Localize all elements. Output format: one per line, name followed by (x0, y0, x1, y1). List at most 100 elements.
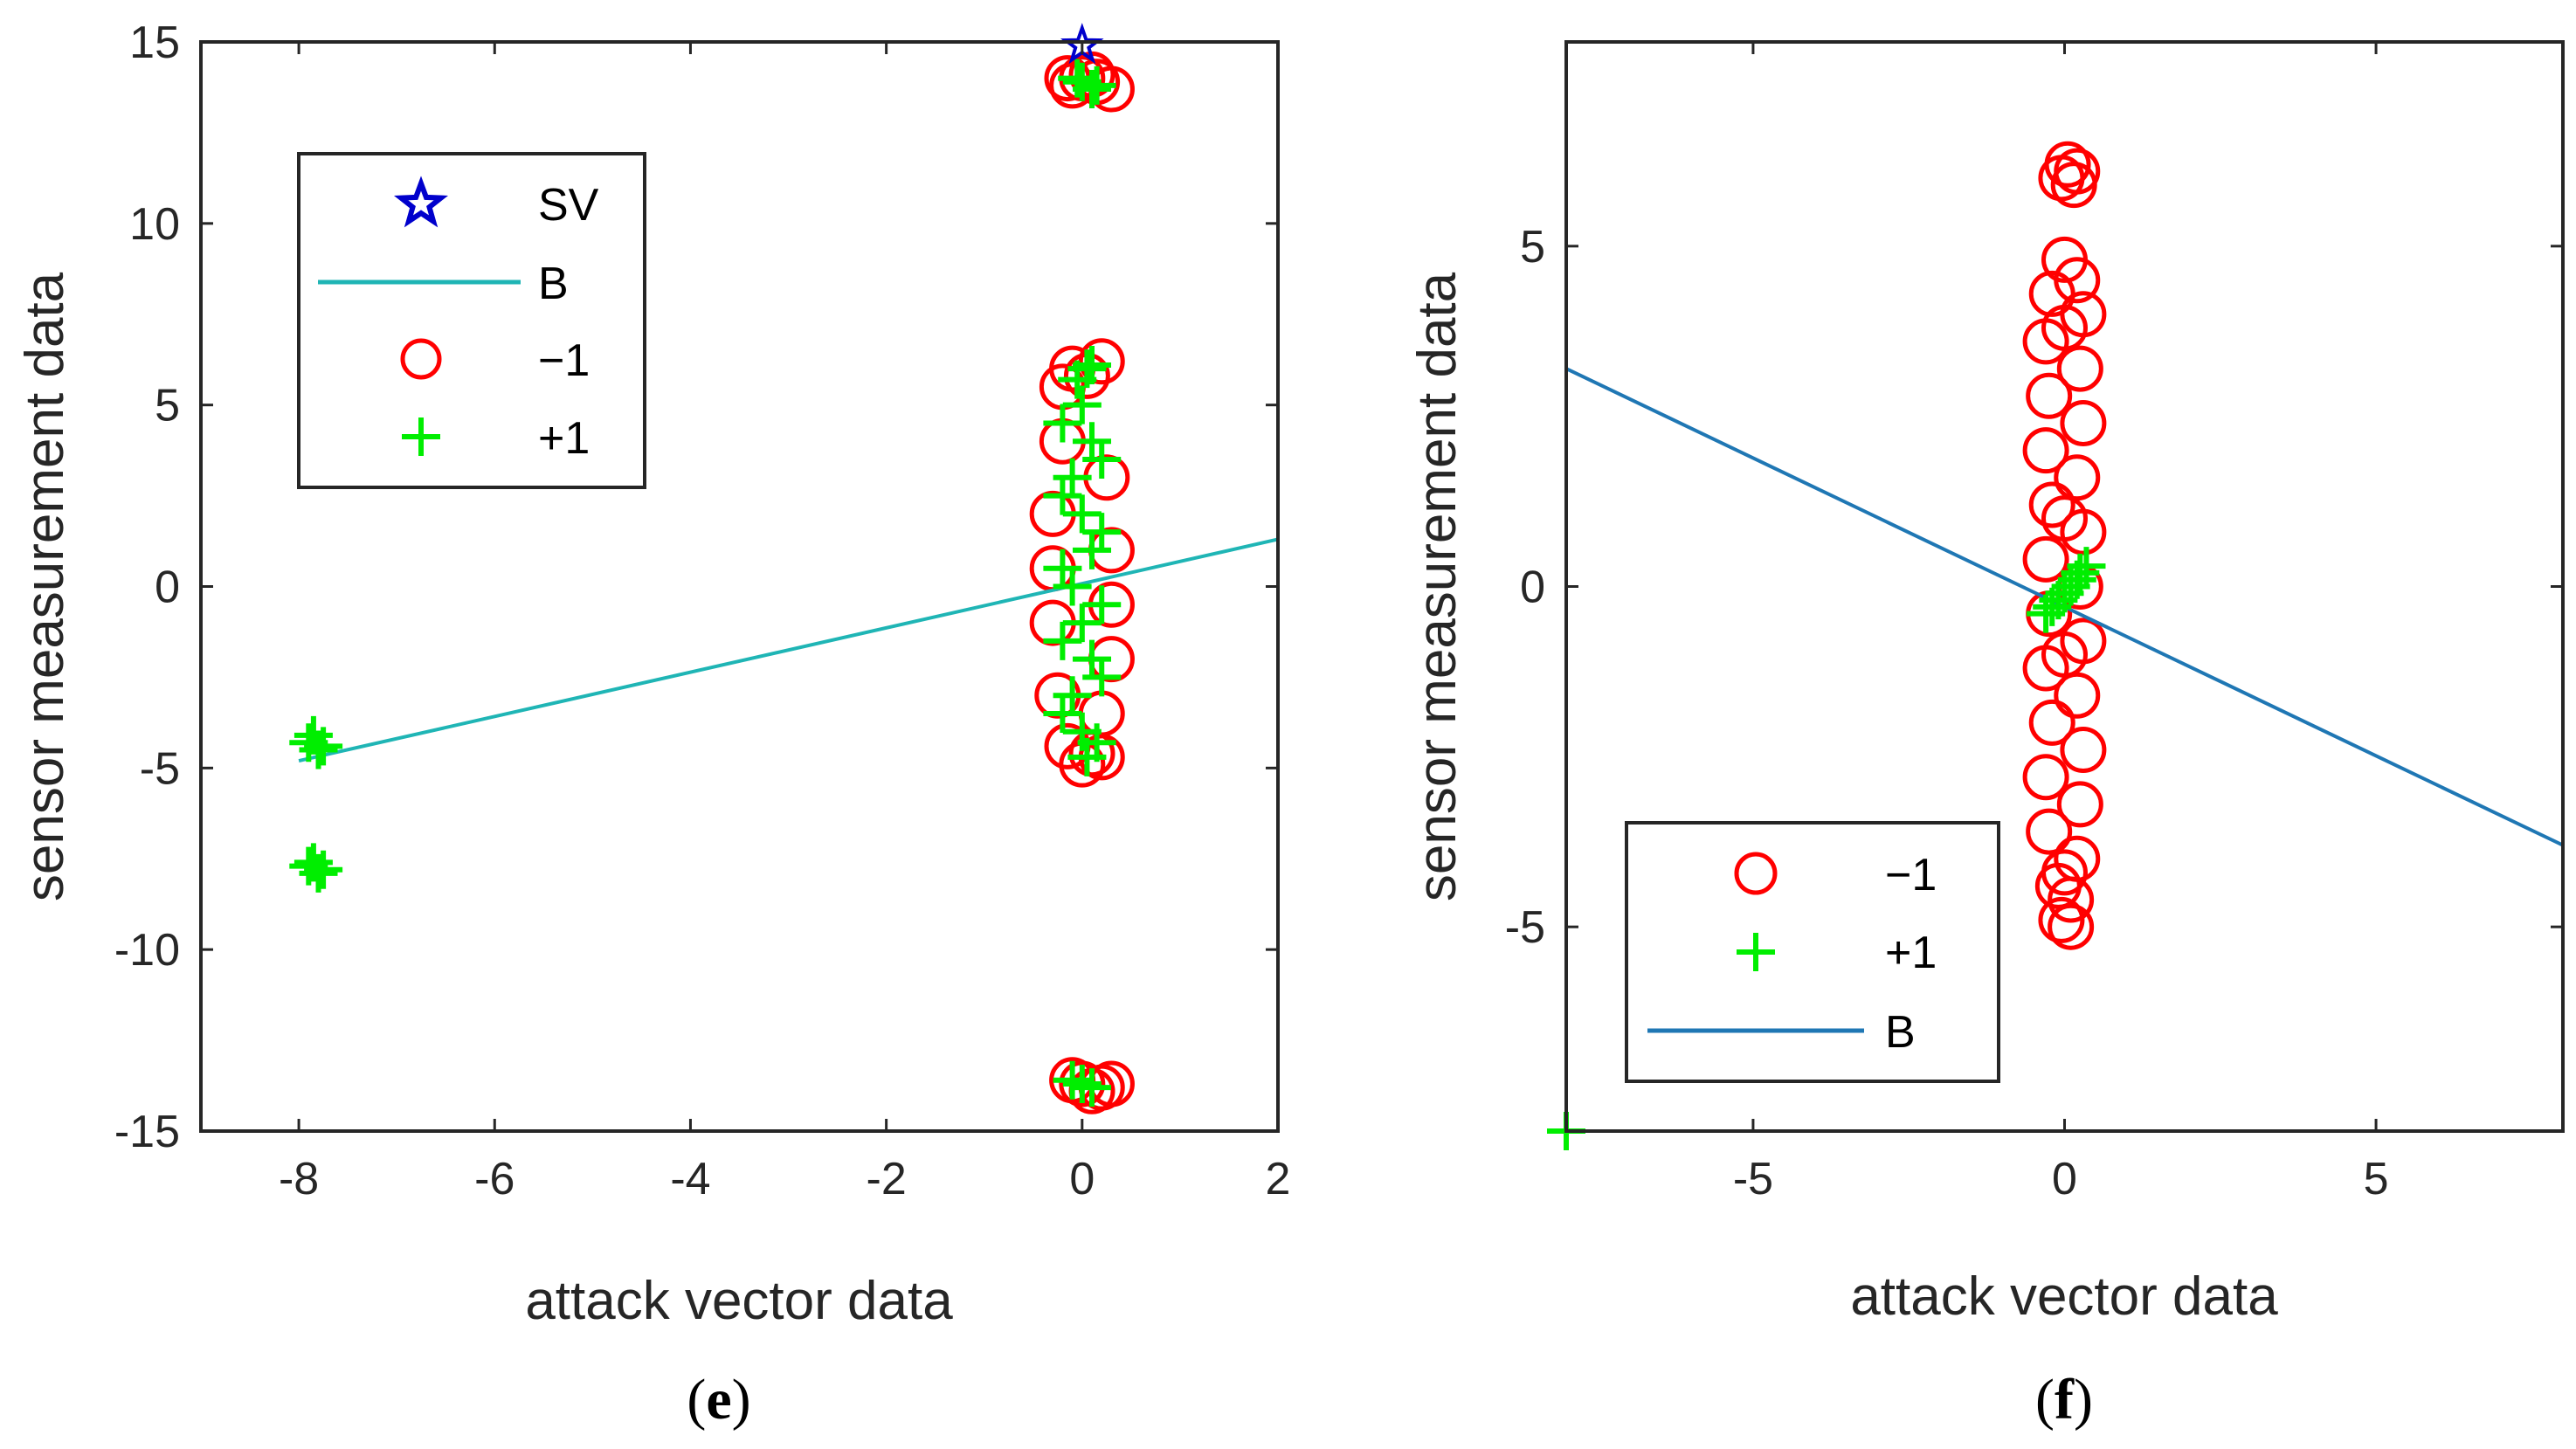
point-minus1 (2060, 727, 2107, 774)
y-tick-label: -15 (114, 1107, 180, 1157)
legend-item-plus1: +1 (402, 413, 590, 464)
point-minus1 (2022, 535, 2069, 583)
point-minus1 (2028, 481, 2075, 528)
point-plus1 (1073, 422, 1112, 461)
legend-item-plus1-f: +1 (1737, 928, 1937, 978)
y-tick-label: 15 (129, 17, 180, 68)
chart-panel-f: -5 0 5 -5 0 5 attack vector data sensor meas… (1407, 40, 2565, 1432)
x-ticks-e: -8 -6 -4 -2 0 2 (279, 42, 1290, 1204)
point-minus1 (2022, 754, 2069, 801)
point-plus1 (1062, 604, 1102, 643)
point-plus1 (1073, 345, 1112, 384)
y-ticks-f: -5 0 5 (1505, 222, 2563, 953)
point-plus1 (2027, 594, 2066, 633)
y-tick-label: -10 (114, 925, 180, 976)
point-plus1 (1082, 513, 1122, 552)
point-plus1 (1073, 1068, 1112, 1107)
legend-label-minus1: −1 (538, 335, 590, 386)
point-plus1 (1062, 385, 1102, 424)
point-plus1 (1043, 404, 1082, 443)
decision-boundary-e (298, 537, 1279, 762)
legend-label-plus1: +1 (538, 413, 590, 464)
y-tick-label: 0 (155, 562, 180, 613)
x-ticks-f: -5 0 5 (1733, 42, 2389, 1204)
point-minus1 (2048, 876, 2095, 923)
legend-item-minus1: −1 (400, 335, 590, 386)
point-minus1 (2026, 808, 2073, 855)
point-plus1 (1043, 549, 1082, 588)
legend-e: SV B −1 +1 (297, 152, 646, 489)
point-minus1 (2038, 896, 2085, 943)
legend-label-sv: SV (538, 180, 599, 231)
legend-item-b: B (318, 259, 569, 309)
point-minus1 (2054, 257, 2101, 304)
x-tick-label: -6 (474, 1154, 515, 1204)
point-plus1 (1043, 476, 1082, 515)
point-minus1 (1078, 338, 1125, 385)
legend-f: −1 +1 B (1625, 821, 2000, 1083)
point-plus1 (304, 850, 343, 889)
x-tick-label: 5 (2364, 1154, 2389, 1204)
point-minus1 (2041, 849, 2088, 896)
point-plus1 (2067, 547, 2106, 586)
y-tick-label: 5 (155, 381, 180, 431)
point-minus1 (2048, 903, 2095, 950)
point-plus1 (1082, 440, 1122, 480)
legend-label-b: B (538, 259, 569, 309)
point-plus1 (1053, 1060, 1092, 1100)
legend-circle-icon (400, 338, 442, 380)
point-plus1 (1077, 66, 1116, 105)
point-minus1 (2056, 345, 2103, 392)
legend-item-sv: SV (393, 176, 599, 231)
point-minus1 (2026, 372, 2073, 419)
point-minus1 (2028, 699, 2075, 746)
x-tick-label: 0 (1069, 1154, 1095, 1204)
legend-label-minus1-f: −1 (1885, 850, 1937, 900)
x-tick-label: 2 (1266, 1154, 1291, 1204)
point-plus1 (1043, 621, 1082, 660)
x-axis-title-f: attack vector data (1850, 1266, 2278, 1327)
point-minus1 (2041, 304, 2088, 351)
point-plus1 (1062, 1064, 1102, 1103)
point-plus1 (304, 727, 343, 766)
point-plus1 (1082, 658, 1122, 697)
y-tick-label: 5 (1520, 222, 1545, 273)
x-tick-label: 0 (2052, 1154, 2077, 1204)
y-tick-label: 10 (129, 199, 180, 250)
y-axis-title-e: sensor measurement data (15, 272, 75, 901)
panel-label-e: (e) (687, 1368, 750, 1432)
legend-plus-icon (402, 417, 440, 456)
legend-item-minus1-f: −1 (1734, 850, 1937, 900)
x-tick-label: -2 (867, 1154, 907, 1204)
point-plus1 (1053, 567, 1092, 606)
legend-label-b-f: B (1885, 1007, 1916, 1058)
point-plus1 (2061, 553, 2100, 592)
legend-plus-icon (1737, 933, 1775, 971)
point-minus1 (2041, 631, 2088, 678)
x-tick-label: -8 (279, 1154, 319, 1204)
y-ticks-e: -15 -10 -5 0 5 10 15 (114, 17, 1278, 1157)
x-tick-label: -4 (670, 1154, 710, 1204)
panel-label-f: (f) (2035, 1368, 2093, 1432)
point-plus1 (1073, 639, 1112, 679)
point-plus1 (1053, 458, 1092, 497)
legend-item-b-f: B (1647, 1007, 1916, 1058)
point-minus1 (2054, 672, 2101, 719)
point-plus1 (294, 843, 333, 882)
point-plus1 (1073, 530, 1112, 569)
point-minus1 (2054, 454, 2101, 501)
legend-label-plus1-f: +1 (1885, 928, 1937, 978)
point-minus1 (2056, 781, 2103, 828)
point-plus1 (1077, 723, 1116, 762)
x-axis-title-e: attack vector data (525, 1271, 953, 1331)
point-plus1 (1043, 693, 1082, 733)
legend-circle-icon (1734, 852, 1778, 895)
y-axis-title-f: sensor measurement data (1407, 272, 1468, 901)
legend-box-f (1625, 821, 2000, 1083)
point-plus1 (1062, 494, 1102, 534)
legend-box-e (297, 152, 646, 489)
y-tick-label: 0 (1520, 562, 1545, 613)
point-minus1 (2054, 148, 2101, 195)
point-minus1 (2041, 495, 2088, 542)
